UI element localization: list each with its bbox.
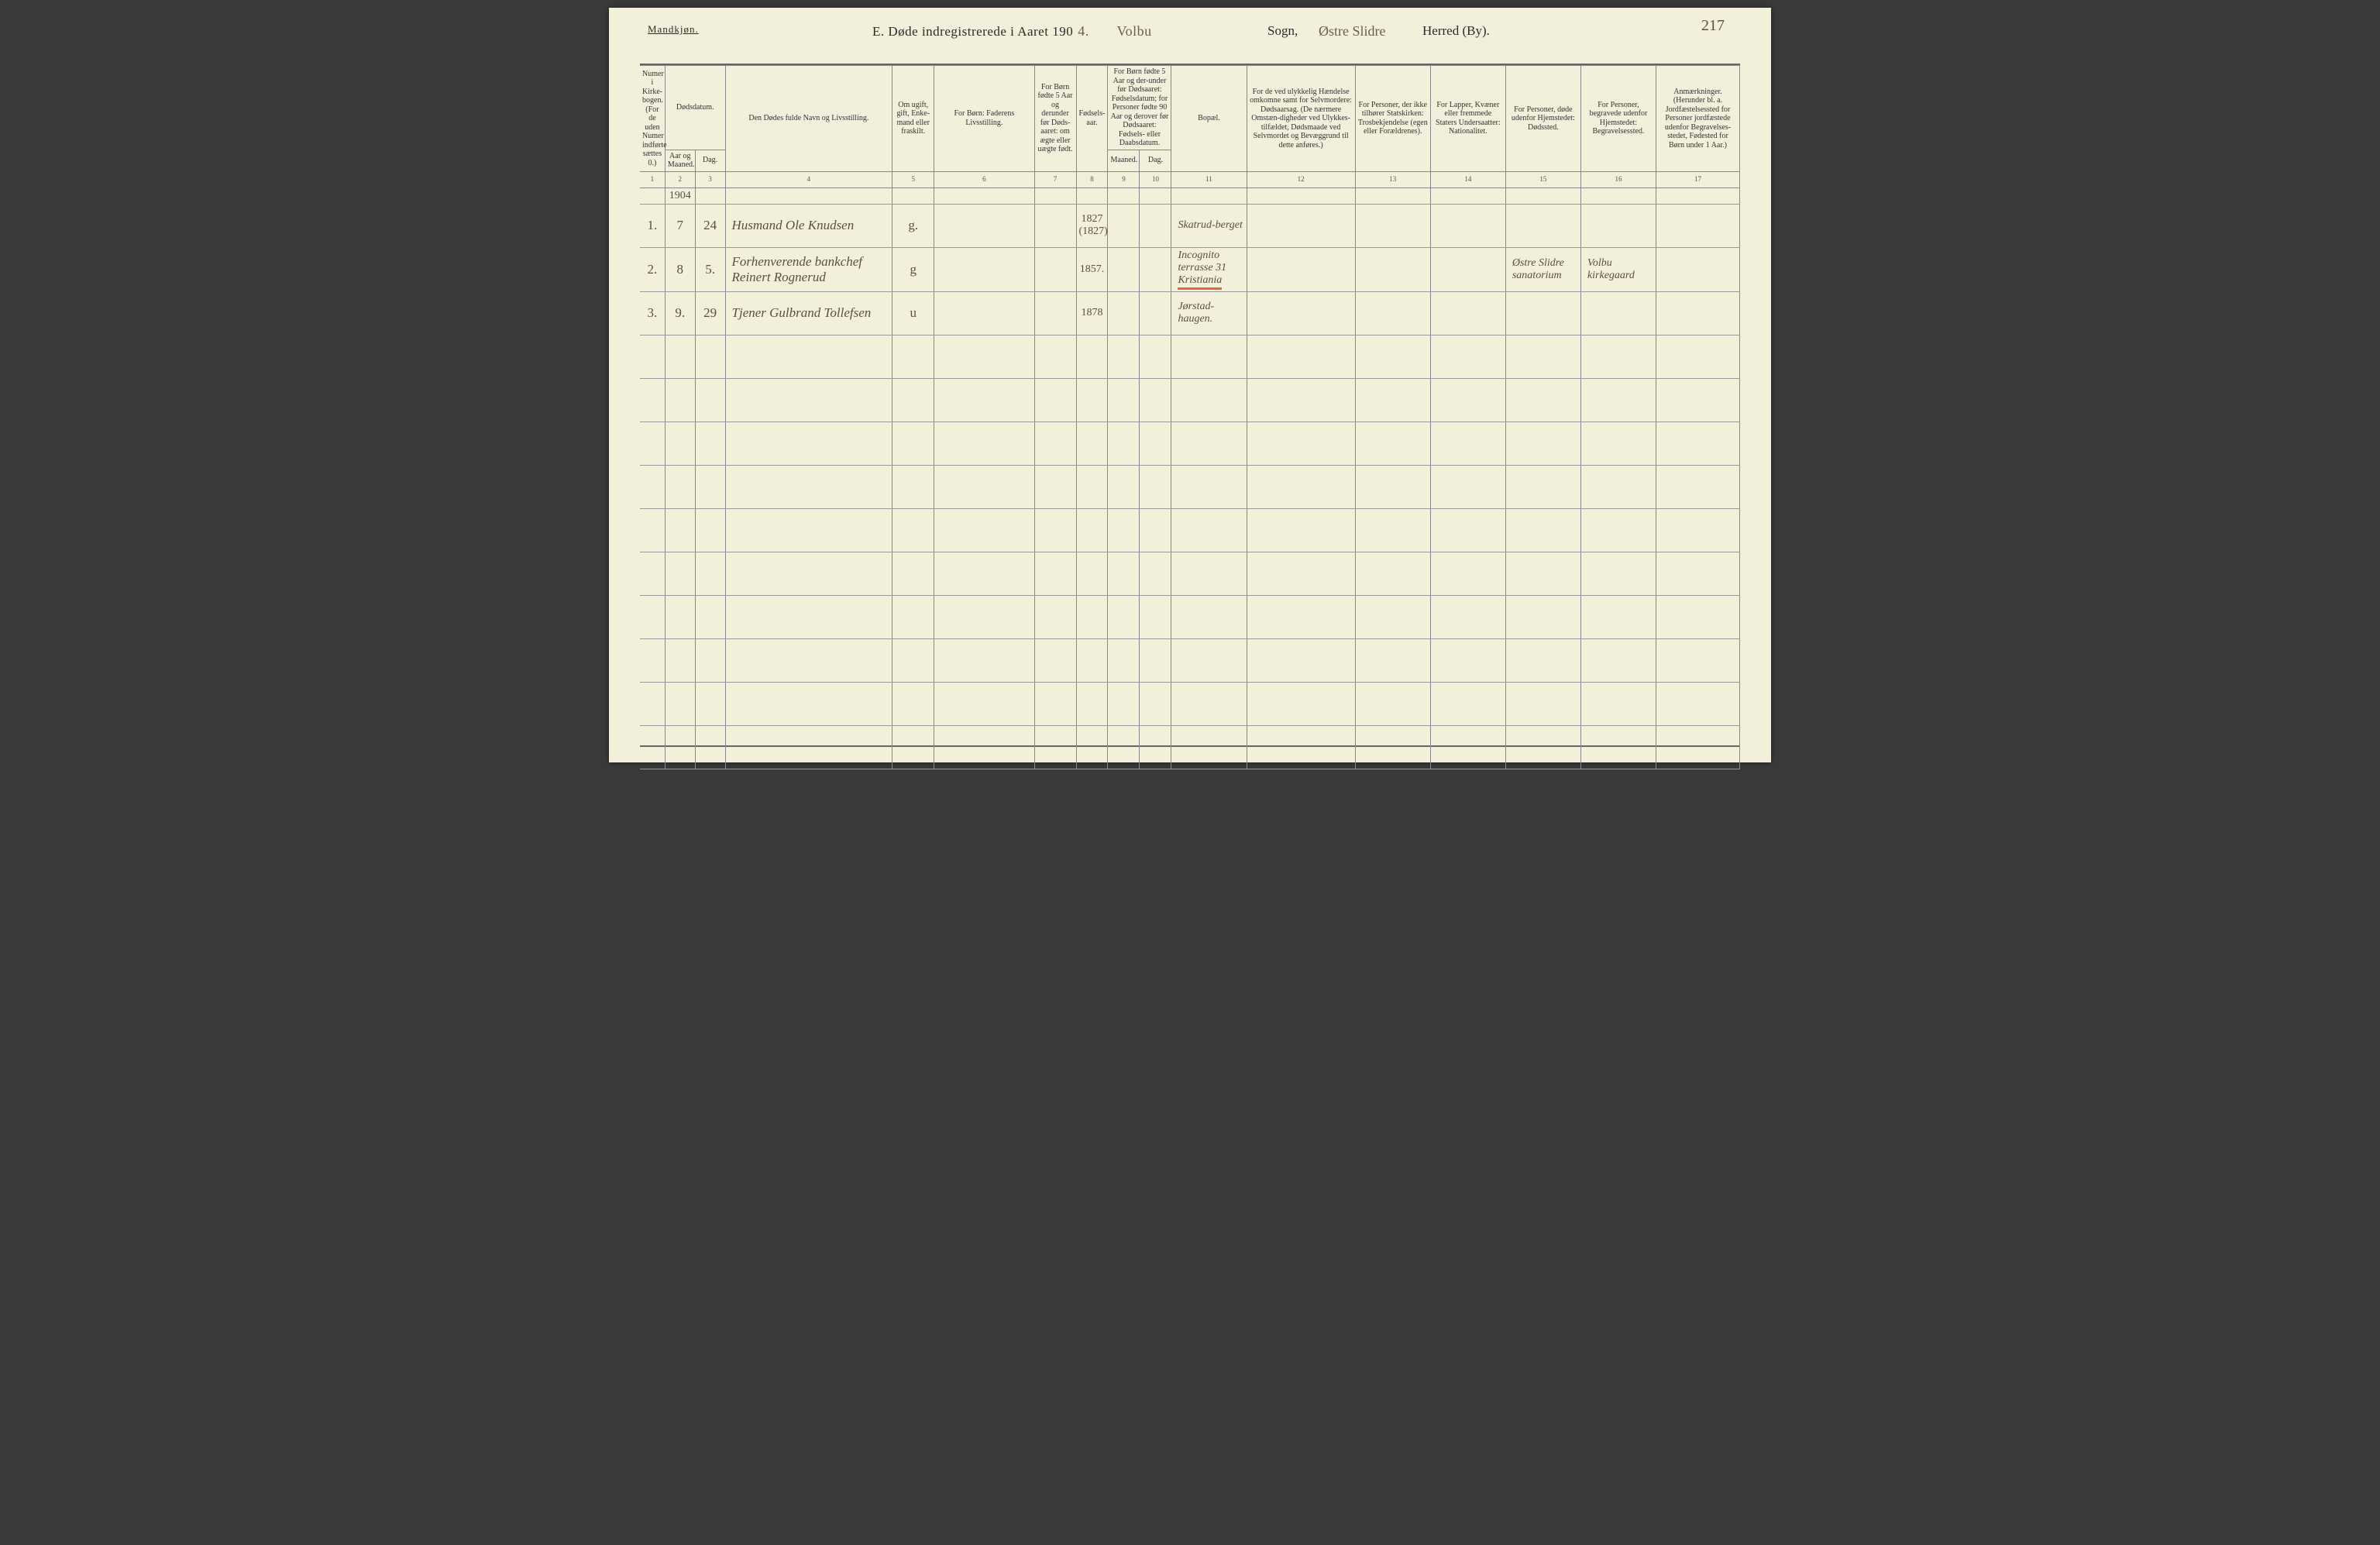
col-header: Dødsdatum. (665, 66, 725, 150)
col-header: Anmærkninger. (Herunder bl. a. Jordfæste… (1656, 66, 1739, 172)
sogn-handwritten: Volbu (1116, 23, 1151, 39)
residence: Incognito terrasse 31 Kristiania (1171, 247, 1247, 291)
col-number: 9 (1108, 171, 1140, 188)
col-number: 14 (1430, 171, 1505, 188)
residence-line1: Incognito terrasse 31 (1178, 249, 1226, 274)
form-title: E. Døde indregistrerede i Aaret 190 4. Vo… (872, 23, 1157, 40)
blank-row (640, 682, 1740, 725)
col-header: For Børn fødte 5 Aar og derunder før Død… (1034, 66, 1076, 172)
blank-row (640, 465, 1740, 508)
entry-number: 2. (640, 247, 665, 291)
col-header: Den Dødes fulde Navn og Livsstilling. (725, 66, 892, 172)
col-header: For Personer, døde udenfor Hjemstedet: D… (1505, 66, 1580, 172)
col-number: 16 (1580, 171, 1656, 188)
residence: Jørstad-haugen. (1171, 291, 1247, 335)
col-number: 2 (665, 171, 695, 188)
col-number: 7 (1034, 171, 1076, 188)
col-header: For Børn fødte 5 Aar og der-under før Dø… (1108, 66, 1171, 150)
col-number: 17 (1656, 171, 1739, 188)
entry-number: 3. (640, 291, 665, 335)
col-number: 10 (1140, 171, 1171, 188)
col-header: For Personer, der ikke tilhører Statskir… (1355, 66, 1430, 172)
entry-number: 1. (640, 204, 665, 247)
col-number: 13 (1355, 171, 1430, 188)
name-occupation: Tjener Gulbrand Tollefsen (725, 291, 892, 335)
title-text: E. Døde indregistrerede i Aaret 190 (872, 24, 1073, 39)
herred-label: Herred (By). (1422, 23, 1490, 39)
marital-status: u (892, 291, 934, 335)
blank-row (640, 595, 1740, 638)
col-number: 11 (1171, 171, 1247, 188)
col-header: Numer i Kirke-bogen. (For de uden Numer … (640, 66, 665, 172)
death-day: 5. (695, 247, 725, 291)
col-number: 6 (934, 171, 1034, 188)
death-month: 9. (665, 291, 695, 335)
name-occupation: Forhenverende bankchef Reinert Rognerud (725, 247, 892, 291)
col-subheader: Dag. (1140, 150, 1171, 171)
table-body: 1904 1. 7 24 Husmand Ole Knudsen g. 1827… (640, 188, 1740, 769)
col-header: For de ved ulykkelig Hændelse omkomne sa… (1247, 66, 1355, 172)
birth-year: 1827 (1827) (1076, 204, 1108, 247)
col-number: 5 (892, 171, 934, 188)
col-number: 4 (725, 171, 892, 188)
blank-row (640, 335, 1740, 378)
death-day: 29 (695, 291, 725, 335)
col-number: 3 (695, 171, 725, 188)
ledger-page: 217 Mandkjøn. E. Døde indregistrerede i … (609, 8, 1771, 762)
name-occupation: Husmand Ole Knudsen (725, 204, 892, 247)
col-subheader: Maaned. (1108, 150, 1140, 171)
col-header: Bopæl. (1171, 66, 1247, 172)
gender-label: Mandkjøn. (648, 23, 699, 36)
birth-year: 1878 (1076, 291, 1108, 335)
death-month: 8 (665, 247, 695, 291)
col-header: For Børn: Faderens Livsstilling. (934, 66, 1034, 172)
col-number: 12 (1247, 171, 1355, 188)
col-number: 15 (1505, 171, 1580, 188)
year-row: 1904 (640, 188, 1740, 204)
marital-status: g. (892, 204, 934, 247)
residence-line2: Kristiania (1178, 274, 1222, 290)
table-row: 3. 9. 29 Tjener Gulbrand Tollefsen u 187… (640, 291, 1740, 335)
death-month: 7 (665, 204, 695, 247)
ledger-table: Numer i Kirke-bogen. (For de uden Numer … (640, 65, 1740, 769)
col-number: 1 (640, 171, 665, 188)
col-header: Om ugift, gift, Enke-mand eller fraskilt… (892, 66, 934, 172)
blank-row (640, 378, 1740, 422)
blank-row (640, 508, 1740, 552)
year-cell: 1904 (665, 188, 695, 204)
col-header: For Personer, begravede udenfor Hjemsted… (1580, 66, 1656, 172)
herred-handwritten: Østre Slidre (1319, 23, 1385, 40)
col-number: 8 (1076, 171, 1108, 188)
death-day: 24 (695, 204, 725, 247)
col-subheader: Aar og Maaned. (665, 150, 695, 171)
table-head: Numer i Kirke-bogen. (For de uden Numer … (640, 66, 1740, 188)
col-subheader: Dag. (695, 150, 725, 171)
col-header: For Lapper, Kvæner eller fremmede Stater… (1430, 66, 1505, 172)
blank-row (640, 638, 1740, 682)
marital-status: g (892, 247, 934, 291)
death-place: Østre Slidre sanatorium (1505, 247, 1580, 291)
page-header: Mandkjøn. E. Døde indregistrerede i Aare… (648, 23, 1740, 36)
blank-row (640, 422, 1740, 465)
birth-year: 1857. (1076, 247, 1108, 291)
residence: Skatrud-berget (1171, 204, 1247, 247)
table-row: 1. 7 24 Husmand Ole Knudsen g. 1827 (182… (640, 204, 1740, 247)
burial-place: Volbu kirkegaard (1580, 247, 1656, 291)
blank-row (640, 725, 1740, 769)
sogn-label: Sogn, (1267, 23, 1298, 39)
year-handwritten: 4. (1078, 23, 1089, 39)
ledger-table-wrapper: Numer i Kirke-bogen. (For de uden Numer … (640, 64, 1740, 747)
blank-row (640, 552, 1740, 595)
table-row: 2. 8 5. Forhenverende bankchef Reinert R… (640, 247, 1740, 291)
col-header: Fødsels-aar. (1076, 66, 1108, 172)
